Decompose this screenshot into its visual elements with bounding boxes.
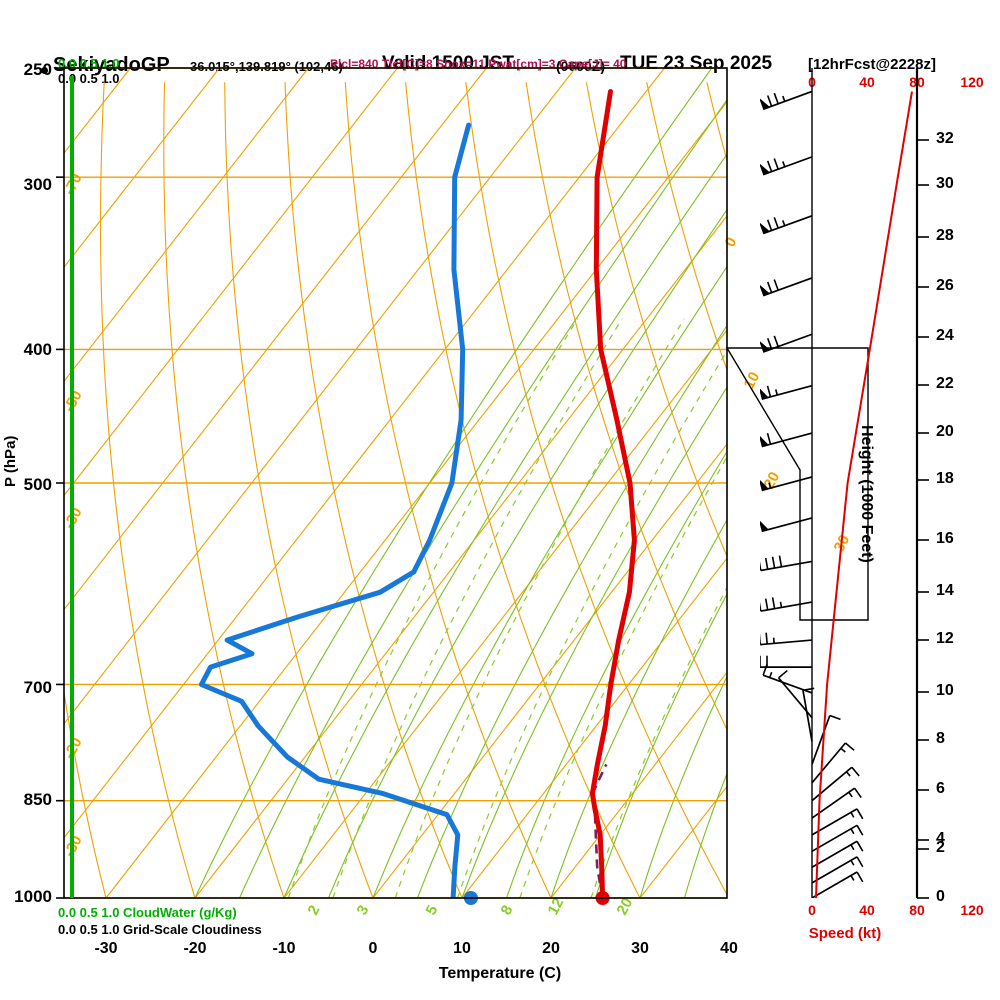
height-tick-8: 8 (936, 730, 945, 747)
height-tick-24: 24 (936, 327, 954, 344)
temperature-tick-0: 0 (368, 940, 378, 957)
station-name: SekiyadoGP (53, 54, 170, 76)
temperature-tick-10: 10 (453, 940, 471, 957)
height-tick-4: 4 (936, 830, 945, 847)
temperature-tick--20: -20 (183, 940, 207, 957)
temperature-trace (589, 89, 637, 898)
wind-barb (760, 517, 813, 533)
height-tick-2: 2 (936, 839, 945, 856)
pressure-tick-300: 300 (23, 175, 52, 194)
wind-barb (760, 476, 813, 492)
mixing-ratio-label: 12 (545, 895, 568, 918)
height-tick-32: 32 (936, 130, 954, 147)
wind-barb (760, 655, 812, 668)
wind-barb (811, 742, 855, 784)
temperature-tick-30: 30 (631, 940, 649, 957)
mixing-ratio-label: 5 (423, 903, 442, 918)
wind-barb (760, 90, 813, 111)
speed-tick-bottom-40: 40 (859, 902, 875, 918)
wind-barb (760, 156, 813, 176)
speed-tick-bottom-80: 80 (909, 902, 925, 918)
pressure-tick-400: 400 (23, 340, 52, 359)
pressure-tick-1000: 1000 (14, 887, 52, 906)
temperature-axis-title: Temperature (C) (438, 965, 562, 982)
height-tick-20: 20 (936, 423, 954, 440)
wind-barb (760, 432, 813, 448)
pressure-tick-700: 700 (23, 678, 52, 697)
speed-tick-bottom-0: 0 (808, 902, 816, 918)
height-profile-trace (815, 91, 913, 898)
speed-tick-bottom-120: 120 (960, 902, 984, 918)
height-tick-12: 12 (936, 630, 954, 647)
wind-barb (811, 840, 864, 869)
pressure-tick-250: 250 (23, 60, 52, 79)
wind-barb (760, 384, 813, 400)
wind-barb (760, 277, 813, 297)
wind-barb (760, 215, 813, 235)
temperature-tick--30: -30 (94, 940, 118, 957)
temperature-tick-40: 40 (720, 940, 738, 957)
valid-time-utc: (0600Z) (556, 58, 606, 74)
wind-barb (760, 555, 813, 572)
height-tick-28: 28 (936, 227, 954, 244)
height-tick-0: 0 (936, 888, 945, 905)
speed-tick-top-40: 40 (859, 74, 875, 90)
height-axis-ticks (917, 139, 929, 899)
pressure-tick-850: 850 (23, 790, 52, 809)
wind-barb (811, 856, 864, 884)
station-coordinates: 36.015°,139.819° (102,46) (190, 59, 343, 74)
height-tick-18: 18 (936, 470, 954, 487)
dewpoint-trace (198, 122, 472, 898)
speed-axis-title: Speed (kt) (808, 925, 882, 942)
wind-barb (811, 824, 864, 853)
mixing-ratio-label: 3 (354, 903, 373, 918)
isotherm-label: 0 (722, 235, 741, 250)
wind-barb (811, 871, 864, 898)
height-tick-26: 26 (936, 277, 954, 294)
wind-barb (760, 333, 813, 353)
wind-barbs (760, 90, 864, 898)
height-tick-6: 6 (936, 780, 945, 797)
height-tick-30: 30 (936, 175, 954, 192)
pressure-axis-ticks (56, 67, 64, 899)
temperature-tick-20: 20 (542, 940, 560, 957)
wind-barb (760, 632, 813, 646)
wind-barb (811, 714, 841, 765)
mixing-ratio-lines (287, 318, 727, 898)
speed-tick-top-120: 120 (960, 74, 984, 90)
wind-barb (811, 808, 864, 836)
wind-barb (760, 597, 813, 612)
height-tick-22: 22 (936, 375, 954, 392)
temperature-tick--10: -10 (272, 940, 296, 957)
station-marker-icon (41, 67, 48, 74)
mixing-ratio-label: 20 (614, 895, 637, 918)
height-tick-14: 14 (936, 582, 954, 599)
forecast-tag: [12hrFcst@2228z] (808, 56, 937, 73)
height-tick-10: 10 (936, 682, 954, 699)
height-tick-16: 16 (936, 530, 954, 547)
isotherm-label: 10 (741, 369, 764, 392)
cloudiness-axis-label: 0.0 0.5 1.0 Grid-Scale Cloudiness (58, 922, 262, 937)
mixing-ratio-label: 8 (498, 903, 517, 918)
cloudwater-axis-label: 0.0 0.5 1.0 CloudWater (g/Kg) (58, 905, 237, 920)
wind-barb (811, 766, 860, 802)
pressure-tick-500: 500 (23, 475, 52, 494)
mixing-ratio-label: 2 (305, 903, 324, 918)
